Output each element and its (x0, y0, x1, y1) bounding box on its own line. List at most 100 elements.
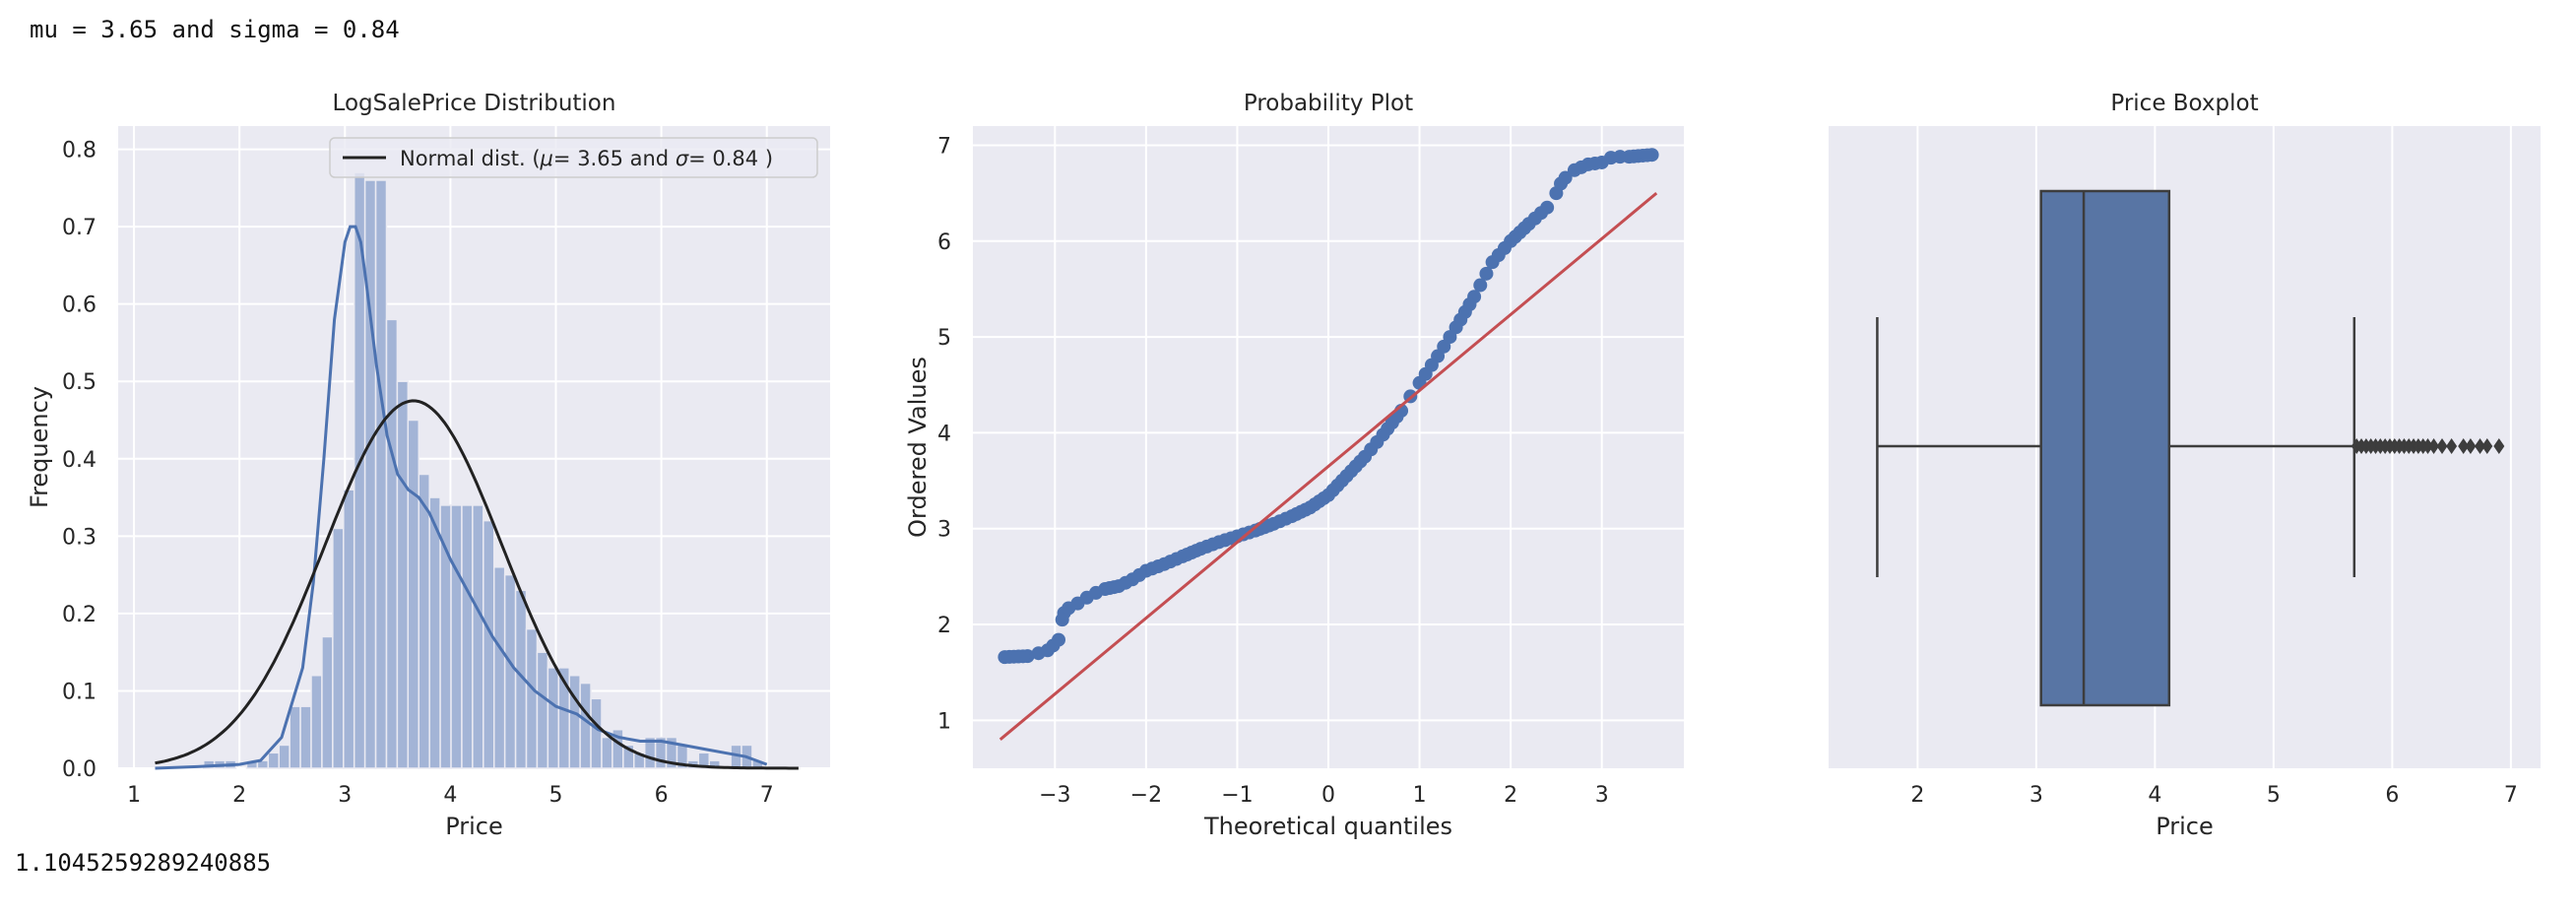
probability-title: Probability Plot (1244, 91, 1413, 116)
histogram-bar (418, 473, 430, 769)
qq-point (1107, 580, 1122, 595)
y-tick-label: 0.0 (62, 757, 97, 782)
qq-point (1131, 567, 1146, 582)
qq-point (1443, 330, 1457, 345)
y-tick-label: 4 (937, 422, 951, 446)
histogram-bar (450, 504, 463, 769)
x-tick-label: 1 (1413, 783, 1427, 808)
y-tick-label: 0.7 (62, 216, 97, 240)
y-tick-label: 0.1 (62, 680, 97, 704)
outlier-marker (2428, 438, 2440, 454)
x-tick-label: −1 (1221, 783, 1253, 808)
histogram-bar (310, 674, 323, 769)
histogram-bar (385, 318, 399, 769)
outlier-marker (2436, 438, 2448, 454)
histogram-bar (407, 419, 420, 769)
qq-point (1119, 575, 1133, 590)
x-tick-label: 6 (655, 783, 669, 808)
qq-point (1189, 544, 1203, 558)
qq-point (1224, 531, 1239, 546)
histogram-bar (525, 627, 539, 769)
histogram-bar (503, 573, 517, 769)
stdout-skewness-value: 1.1045259289240885 (15, 849, 272, 877)
qq-point (1462, 297, 1477, 312)
price-box (1876, 189, 2356, 707)
histogram-bar (579, 682, 592, 769)
histogram-bar (536, 651, 549, 769)
distribution-x-axis-label: Price (445, 813, 503, 840)
qq-point (1558, 170, 1573, 185)
y-tick-label: 7 (937, 134, 951, 159)
x-tick-label: 2 (1910, 783, 1924, 808)
qq-points (998, 148, 1659, 665)
x-tick-label: 6 (2385, 783, 2399, 808)
y-tick-label: 0.6 (62, 294, 97, 318)
legend-label-prefix: Normal dist. ( (400, 147, 541, 170)
qq-reference-line (998, 191, 1658, 741)
outlier-marker (2493, 438, 2505, 454)
histogram-bar (374, 179, 388, 769)
qq-point (1424, 358, 1439, 372)
distribution-panel: 1 2 3 4 5 6 7 0.0 0.1 0.2 0.3 0.4 0.5 0.6 0.7 0.8 LogS… (26, 91, 830, 840)
x-tick-label: 5 (2267, 783, 2281, 808)
histogram-bar (483, 519, 495, 769)
boxplot-title: Price Boxplot (2110, 91, 2258, 116)
histogram-bar (472, 504, 484, 769)
qq-point (1533, 206, 1548, 221)
qq-point (1334, 474, 1349, 489)
x-tick-label: 5 (549, 783, 563, 808)
outlier-marker (2481, 438, 2493, 454)
distribution-legend: Normal dist. (μ= 3.65 and σ= 0.84 ) (329, 137, 818, 178)
y-tick-label: 1 (937, 709, 951, 734)
histogram-bar (461, 504, 474, 769)
distribution-x-tick-labels: 1 2 3 4 5 6 7 (127, 783, 774, 808)
y-tick-label: 3 (937, 518, 951, 543)
qq-point (1052, 632, 1066, 647)
qq-point (1169, 552, 1184, 566)
distribution-title: LogSalePrice Distribution (333, 91, 616, 116)
outlier-marker (2475, 438, 2486, 454)
y-tick-label: 0.3 (62, 525, 97, 550)
legend-box (329, 137, 818, 178)
x-tick-label: 0 (1321, 783, 1335, 808)
qq-point (1479, 266, 1494, 281)
x-tick-label: 7 (760, 783, 774, 808)
x-tick-label: −2 (1130, 783, 1162, 808)
distribution-gridlines (118, 126, 830, 769)
boxplot-panel: 2 3 4 5 6 7 Price Boxplot Price (1829, 91, 2541, 840)
histogram-bar (601, 736, 613, 769)
stdout-mu-sigma: mu = 3.65 and sigma = 0.84 (30, 16, 400, 43)
y-tick-label: 5 (937, 326, 951, 351)
x-tick-label: 2 (232, 783, 246, 808)
x-tick-label: 7 (2504, 783, 2518, 808)
qq-point (1205, 537, 1220, 552)
qq-point (1261, 518, 1276, 533)
x-tick-label: −3 (1039, 783, 1070, 808)
probability-y-axis-label: Ordered Values (904, 357, 932, 538)
probability-x-axis-label: Theoretical quantiles (1203, 813, 1452, 840)
x-tick-label: 2 (1504, 783, 1517, 808)
legend-mu-symbol: μ (540, 147, 553, 170)
qq-point (1015, 649, 1030, 664)
qq-point (1587, 156, 1602, 170)
histogram-bar (289, 705, 301, 769)
y-tick-label: 6 (937, 230, 951, 255)
y-tick-label: 0.2 (62, 603, 97, 627)
legend-sigma-symbol: σ (676, 147, 689, 170)
histogram-bar (568, 674, 581, 769)
interquartile-box (2039, 189, 2171, 707)
qq-point (1640, 148, 1654, 163)
distribution-y-tick-labels: 0.0 0.1 0.2 0.3 0.4 0.5 0.6 0.7 0.8 (62, 139, 97, 782)
legend-normal-label: Normal dist. (μ= 3.65 and σ= 0.84 ) (400, 147, 773, 170)
y-tick-label: 2 (937, 614, 951, 638)
histogram-bar (590, 697, 603, 769)
qq-point (1317, 491, 1331, 505)
histogram-bar (396, 380, 410, 769)
histogram-bar (332, 527, 345, 769)
qq-point (1370, 434, 1385, 449)
x-tick-label: 1 (127, 783, 141, 808)
legend-label-mid: = 3.65 and (553, 147, 676, 170)
probability-y-tick-labels: 1 2 3 4 5 6 7 (937, 134, 951, 734)
y-tick-label: 0.5 (62, 370, 97, 395)
